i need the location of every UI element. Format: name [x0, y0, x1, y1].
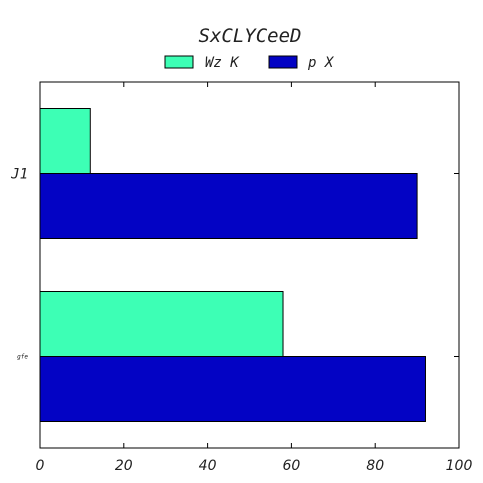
x-tick-label-5: 80	[366, 458, 384, 474]
x-tick-label-6: 100	[446, 458, 473, 474]
x-tick-label-1: 0	[36, 458, 45, 474]
chart-title: SxCLYCeeD	[199, 25, 302, 47]
y-tick-label-2: gfe	[17, 354, 28, 361]
x-tick-label-3: 40	[199, 458, 217, 474]
bar-2-1	[39, 173, 418, 239]
legend-label-series-2: p X	[307, 55, 335, 71]
legend: Wz K p X	[164, 55, 335, 71]
legend-label-series-1: Wz K	[205, 55, 240, 71]
bar-1-2	[39, 291, 284, 357]
x-tick-label-2: 20	[115, 458, 133, 474]
x-tick-label-4: 60	[282, 458, 300, 474]
legend-swatch-series-2	[268, 55, 298, 69]
plot-frame	[39, 81, 460, 449]
bar-1-1	[39, 108, 91, 174]
bar-2-2	[39, 356, 426, 422]
legend-swatch-series-1	[164, 55, 194, 69]
y-tick-label-1: J1	[10, 167, 28, 183]
